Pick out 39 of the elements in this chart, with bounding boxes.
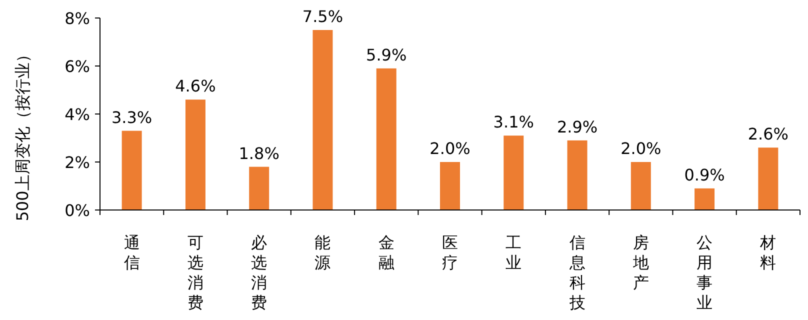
data-label: 2.0% bbox=[620, 139, 662, 158]
x-tick-label: 材料 bbox=[759, 233, 776, 272]
bar bbox=[504, 136, 524, 210]
bar bbox=[376, 68, 396, 210]
x-tick-label: 通信 bbox=[124, 233, 140, 272]
data-label: 3.3% bbox=[111, 108, 152, 127]
x-tick-label: 房地产 bbox=[632, 233, 649, 292]
data-label: 2.9% bbox=[556, 117, 598, 136]
y-tick-label: 2% bbox=[64, 153, 90, 172]
y-tick-label: 6% bbox=[64, 57, 90, 76]
x-tick-label: 工业 bbox=[506, 233, 522, 272]
bar bbox=[185, 100, 206, 210]
x-tick-label: 金融 bbox=[378, 233, 394, 272]
bar bbox=[122, 130, 142, 210]
data-label: 4.6% bbox=[175, 76, 216, 96]
x-tick-label: 可选消费 bbox=[187, 233, 204, 312]
data-label: 1.8% bbox=[238, 144, 280, 163]
bar bbox=[249, 166, 270, 210]
data-label: 5.9% bbox=[366, 45, 407, 64]
data-label: 2.6% bbox=[748, 124, 789, 144]
y-tick-label: 8% bbox=[64, 9, 90, 28]
x-tick-label: 能源 bbox=[314, 233, 331, 272]
y-axis-title: 500上周变化（按行业） bbox=[13, 46, 32, 222]
y-tick-label: 4% bbox=[64, 105, 90, 124]
bar bbox=[694, 188, 715, 210]
x-tick-label: 信息科技 bbox=[568, 233, 586, 312]
x-tick-label: 公用事业 bbox=[696, 233, 713, 312]
bar bbox=[312, 30, 333, 210]
y-tick-label: 0% bbox=[64, 201, 90, 220]
bar bbox=[440, 162, 460, 210]
bar bbox=[630, 162, 651, 210]
bar bbox=[567, 140, 588, 210]
data-label: 3.1% bbox=[493, 112, 534, 132]
data-label: 7.5% bbox=[302, 7, 344, 26]
bar bbox=[758, 148, 778, 210]
x-tick-label: 必选消费 bbox=[251, 233, 268, 312]
data-label: 2.0% bbox=[430, 139, 470, 158]
data-label: 0.9% bbox=[684, 165, 725, 184]
x-tick-label: 医疗 bbox=[442, 233, 458, 272]
